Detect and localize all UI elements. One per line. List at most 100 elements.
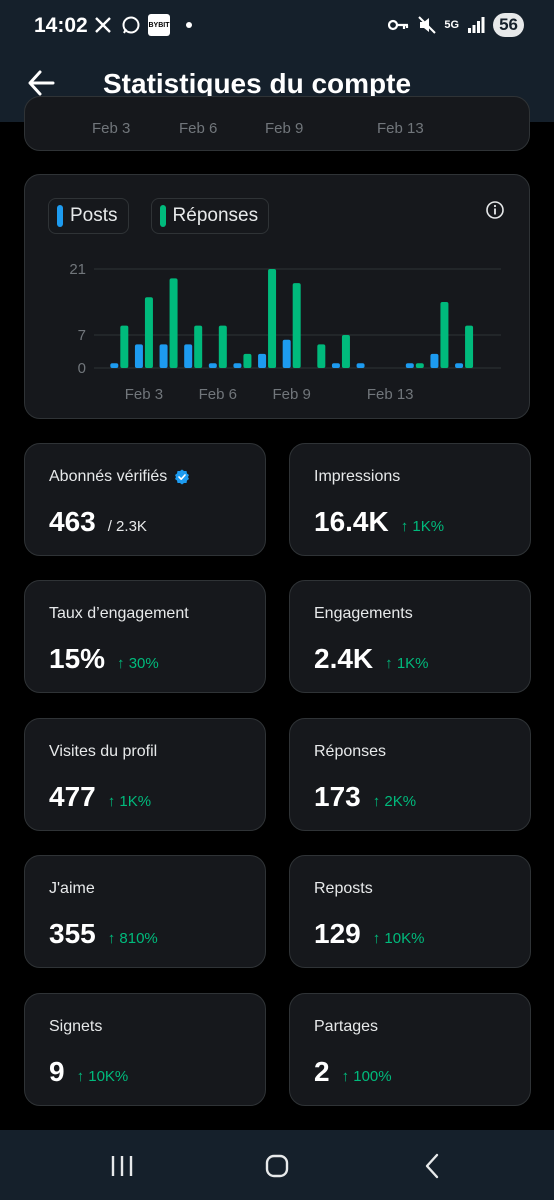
stat-label-row: Abonnés vérifiés <box>49 468 190 486</box>
stat-label: Taux d’engagement <box>49 605 189 622</box>
bar-posts[interactable] <box>233 363 242 368</box>
page-title: Statistiques du compte <box>103 68 412 99</box>
posts-replies-chart: 0 7 21 Feb 3 Feb 6 Feb 9 Feb 13 <box>69 261 501 403</box>
bar-replies[interactable] <box>144 297 153 368</box>
bar-posts[interactable] <box>331 363 340 368</box>
info-icon[interactable] <box>485 200 505 220</box>
more-notifications-dot <box>186 22 192 28</box>
stat-card-shares[interactable]: Partages 2 ↑ 100% <box>289 993 531 1106</box>
stat-change: ↑ 1K% <box>400 518 445 535</box>
home-button[interactable] <box>257 1148 297 1184</box>
battery-level: 56 <box>493 13 524 37</box>
stat-change: ↑ 100% <box>341 1068 392 1085</box>
bar-replies[interactable] <box>341 335 350 368</box>
key-icon <box>388 14 410 36</box>
top-tick-label: Feb 13 <box>377 120 424 137</box>
stat-value: 2 <box>314 1056 330 1087</box>
bar-posts[interactable] <box>159 344 168 368</box>
bar-replies[interactable] <box>218 325 227 368</box>
chart-legend: Posts Réponses <box>48 198 270 234</box>
bar-posts[interactable] <box>455 363 464 368</box>
status-bar: 14:02 BYBIT 5G 56 <box>0 0 554 52</box>
stat-value: 15% <box>49 643 106 674</box>
stat-value-row: 129 ↑ 10K% <box>314 918 424 950</box>
recent-apps-icon <box>111 1156 133 1176</box>
posts-swatch <box>57 205 63 227</box>
status-time: 14:02 <box>34 14 88 37</box>
bar-posts[interactable] <box>282 339 291 368</box>
stat-card-bookmarks[interactable]: Signets 9 ↑ 10K% <box>24 993 266 1106</box>
system-nav-bar <box>0 1130 554 1200</box>
legend-replies[interactable]: Réponses <box>150 198 270 234</box>
bar-replies[interactable] <box>120 325 129 368</box>
bar-posts[interactable] <box>110 363 119 368</box>
stat-change: ↑ 2K% <box>372 793 417 810</box>
mute-icon <box>416 14 438 36</box>
top-tick-label: Feb 3 <box>92 120 131 137</box>
bar-replies[interactable] <box>268 269 277 368</box>
stat-change: ↑ 1K% <box>385 655 429 672</box>
recent-apps-button[interactable] <box>102 1148 142 1184</box>
stat-change: ↑ 1K% <box>107 793 152 810</box>
bar-posts[interactable] <box>208 363 217 368</box>
signal-icon <box>465 14 487 36</box>
stat-value-row: 16.4K ↑ 1K% <box>314 506 444 538</box>
legend-posts[interactable]: Posts <box>48 198 129 234</box>
bar-replies[interactable] <box>440 302 449 368</box>
network-label: 5G <box>444 19 460 31</box>
stat-change: ↑ 810% <box>107 930 158 947</box>
bar-posts[interactable] <box>356 363 365 368</box>
back-button[interactable] <box>24 66 58 100</box>
stat-card-profile-visits[interactable]: Visites du profil 477 ↑ 1K% <box>24 718 266 831</box>
bar-replies[interactable] <box>292 283 301 368</box>
top-tick-label: Feb 9 <box>265 120 304 137</box>
bar-posts[interactable] <box>184 344 193 368</box>
bar-posts[interactable] <box>258 353 267 368</box>
system-back-button[interactable] <box>412 1148 452 1184</box>
stat-card-verified-followers[interactable]: Abonnés vérifiés 463 / 2.3K <box>24 443 266 556</box>
stat-label: Visites du profil <box>49 743 158 760</box>
stat-card-likes[interactable]: J'aime 355 ↑ 810% <box>24 855 266 968</box>
stat-value-row: 477 ↑ 1K% <box>49 781 151 813</box>
bar-replies[interactable] <box>465 325 474 368</box>
legend-posts-label: Posts <box>70 205 118 226</box>
stat-value: 9 <box>49 1056 65 1087</box>
top-tick-label: Feb 6 <box>179 120 218 137</box>
stat-value: 173 <box>314 781 361 812</box>
stat-value: 355 <box>49 918 96 949</box>
stat-value-row: 2.4K ↑ 1K% <box>314 643 429 675</box>
stat-value-row: 173 ↑ 2K% <box>314 781 416 813</box>
stat-value: 477 <box>49 781 96 812</box>
legend-replies-label: Réponses <box>172 205 259 226</box>
bar-posts[interactable] <box>134 344 143 368</box>
home-icon <box>265 1154 289 1178</box>
stat-card-impressions[interactable]: Impressions 16.4K ↑ 1K% <box>289 443 531 556</box>
bar-replies[interactable] <box>243 353 252 368</box>
replies-swatch <box>159 205 166 227</box>
notification-icons: BYBIT <box>92 14 192 36</box>
stat-card-engagements[interactable]: Engagements 2.4K ↑ 1K% <box>289 580 531 693</box>
top-chart-card <box>24 96 530 151</box>
stat-label: J'aime <box>49 880 95 897</box>
stat-value: 463 <box>49 506 96 537</box>
stat-value-row: 355 ↑ 810% <box>49 918 158 950</box>
stat-card-reposts[interactable]: Reposts 129 ↑ 10K% <box>289 855 531 968</box>
stat-value-row: 463 / 2.3K <box>49 506 147 538</box>
stat-label: Engagements <box>314 605 413 622</box>
stat-card-replies[interactable]: Réponses 173 ↑ 2K% <box>289 718 531 831</box>
stat-card-engagement-rate[interactable]: Taux d’engagement 15% ↑ 30% <box>24 580 266 693</box>
bar-replies[interactable] <box>194 325 203 368</box>
stat-value: 2.4K <box>314 643 374 674</box>
bar-replies[interactable] <box>415 363 424 368</box>
stat-value-row: 15% ↑ 30% <box>49 643 159 675</box>
bar-posts[interactable] <box>405 363 414 368</box>
bar-replies[interactable] <box>169 278 178 368</box>
back-icon <box>425 1153 439 1179</box>
stat-value-row: 2 ↑ 100% <box>314 1056 392 1088</box>
x-tick-label: Feb 6 <box>199 386 237 403</box>
y-tick-label: 7 <box>78 327 86 344</box>
bar-replies[interactable] <box>317 344 326 368</box>
bar-posts[interactable] <box>430 353 439 368</box>
stat-label: Partages <box>314 1018 379 1035</box>
stat-change: ↑ 10K% <box>76 1068 129 1085</box>
